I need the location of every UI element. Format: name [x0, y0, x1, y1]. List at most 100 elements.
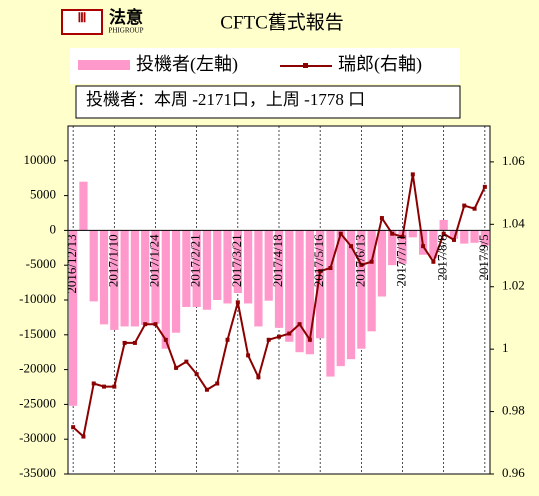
bar	[89, 230, 98, 302]
x-tick-label: 2017/9/5	[476, 234, 491, 280]
bar	[285, 230, 294, 342]
bar	[244, 230, 253, 304]
point	[266, 337, 271, 342]
annotation-box	[75, 85, 461, 119]
point	[256, 375, 261, 380]
point	[451, 237, 456, 242]
point	[225, 337, 230, 342]
bar	[408, 230, 417, 238]
x-tick-label: 2017/6/13	[352, 234, 367, 287]
bar	[377, 230, 387, 297]
point	[174, 365, 179, 370]
bar	[346, 230, 356, 360]
point	[112, 384, 117, 389]
point	[359, 262, 364, 267]
point	[400, 234, 405, 239]
annotation: 投機者：本周 -2171口，上周 -1778 口	[86, 90, 365, 109]
y2-tick-label: 0.96	[502, 465, 525, 480]
point	[482, 184, 487, 189]
point	[81, 434, 86, 439]
x-tick-label: 2017/1/24	[146, 234, 161, 287]
y-tick-label: 0	[50, 221, 57, 236]
bar	[264, 230, 273, 301]
point	[194, 372, 199, 377]
y-tick-label: 10000	[24, 152, 57, 167]
bar	[171, 230, 181, 333]
legend-marker	[303, 63, 308, 68]
y-tick-label: -5000	[26, 256, 56, 271]
bar	[274, 230, 284, 328]
bar	[233, 230, 242, 294]
bar	[449, 230, 459, 239]
point	[71, 425, 76, 430]
bar	[69, 230, 78, 406]
x-tick-label: 2017/5/16	[311, 234, 326, 287]
legend-label: 瑞郎(右軸)	[338, 54, 422, 75]
legend	[70, 48, 460, 84]
point	[390, 231, 395, 236]
point	[277, 334, 281, 339]
point	[235, 300, 240, 305]
point	[184, 359, 189, 364]
point	[379, 216, 384, 221]
point	[328, 266, 333, 271]
legend-label: 投機者(左軸)	[136, 54, 238, 75]
point	[472, 206, 477, 211]
chart-title: CFTC舊式報告	[220, 11, 344, 33]
point	[143, 322, 148, 327]
bar	[223, 230, 232, 304]
bar	[120, 230, 129, 327]
point	[153, 322, 158, 327]
x-tick-label: 2017/7/11	[393, 234, 408, 286]
point	[287, 331, 292, 336]
point	[431, 259, 436, 264]
logo-text: 法意	[109, 7, 143, 27]
bar	[367, 230, 376, 332]
point	[102, 384, 107, 389]
bar	[305, 230, 314, 355]
y2-tick-label: 0.98	[502, 403, 525, 418]
bar	[470, 230, 479, 243]
point	[122, 340, 127, 345]
bar	[295, 230, 304, 353]
y-tick-label: -30000	[19, 430, 56, 445]
bar	[99, 230, 109, 325]
point	[421, 244, 426, 249]
point	[369, 259, 374, 264]
bar	[254, 230, 263, 327]
point	[132, 340, 137, 345]
point	[318, 269, 323, 274]
y2-tick-label: 1.02	[502, 278, 525, 293]
bar	[460, 230, 469, 244]
x-tick-label: 2017/4/18	[270, 234, 285, 287]
y-tick-label: -35000	[19, 465, 56, 480]
point	[204, 387, 209, 392]
bar	[316, 230, 325, 339]
x-tick-label: 2017/3/21	[229, 234, 244, 287]
point	[91, 381, 96, 386]
logo-sub: PHIGROUP	[108, 27, 143, 35]
point	[215, 381, 220, 386]
bar	[202, 230, 212, 310]
point	[246, 353, 251, 358]
bar	[336, 230, 345, 367]
point	[410, 172, 415, 177]
point	[338, 231, 343, 236]
bar	[182, 230, 191, 307]
y2-tick-label: 1.04	[502, 215, 525, 230]
y-tick-label: -10000	[19, 291, 56, 306]
bar	[388, 230, 397, 266]
bar	[192, 230, 201, 307]
plot-border	[67, 125, 491, 475]
bar	[357, 230, 366, 349]
bar	[398, 230, 407, 264]
bar	[429, 230, 438, 259]
y-tick-label: 5000	[30, 187, 56, 202]
bar	[151, 230, 160, 324]
point	[349, 244, 354, 249]
y2-tick-label: 1	[502, 340, 509, 355]
bar	[141, 230, 150, 326]
x-tick-label: 2017/2/21	[188, 234, 203, 287]
bar	[161, 230, 170, 349]
